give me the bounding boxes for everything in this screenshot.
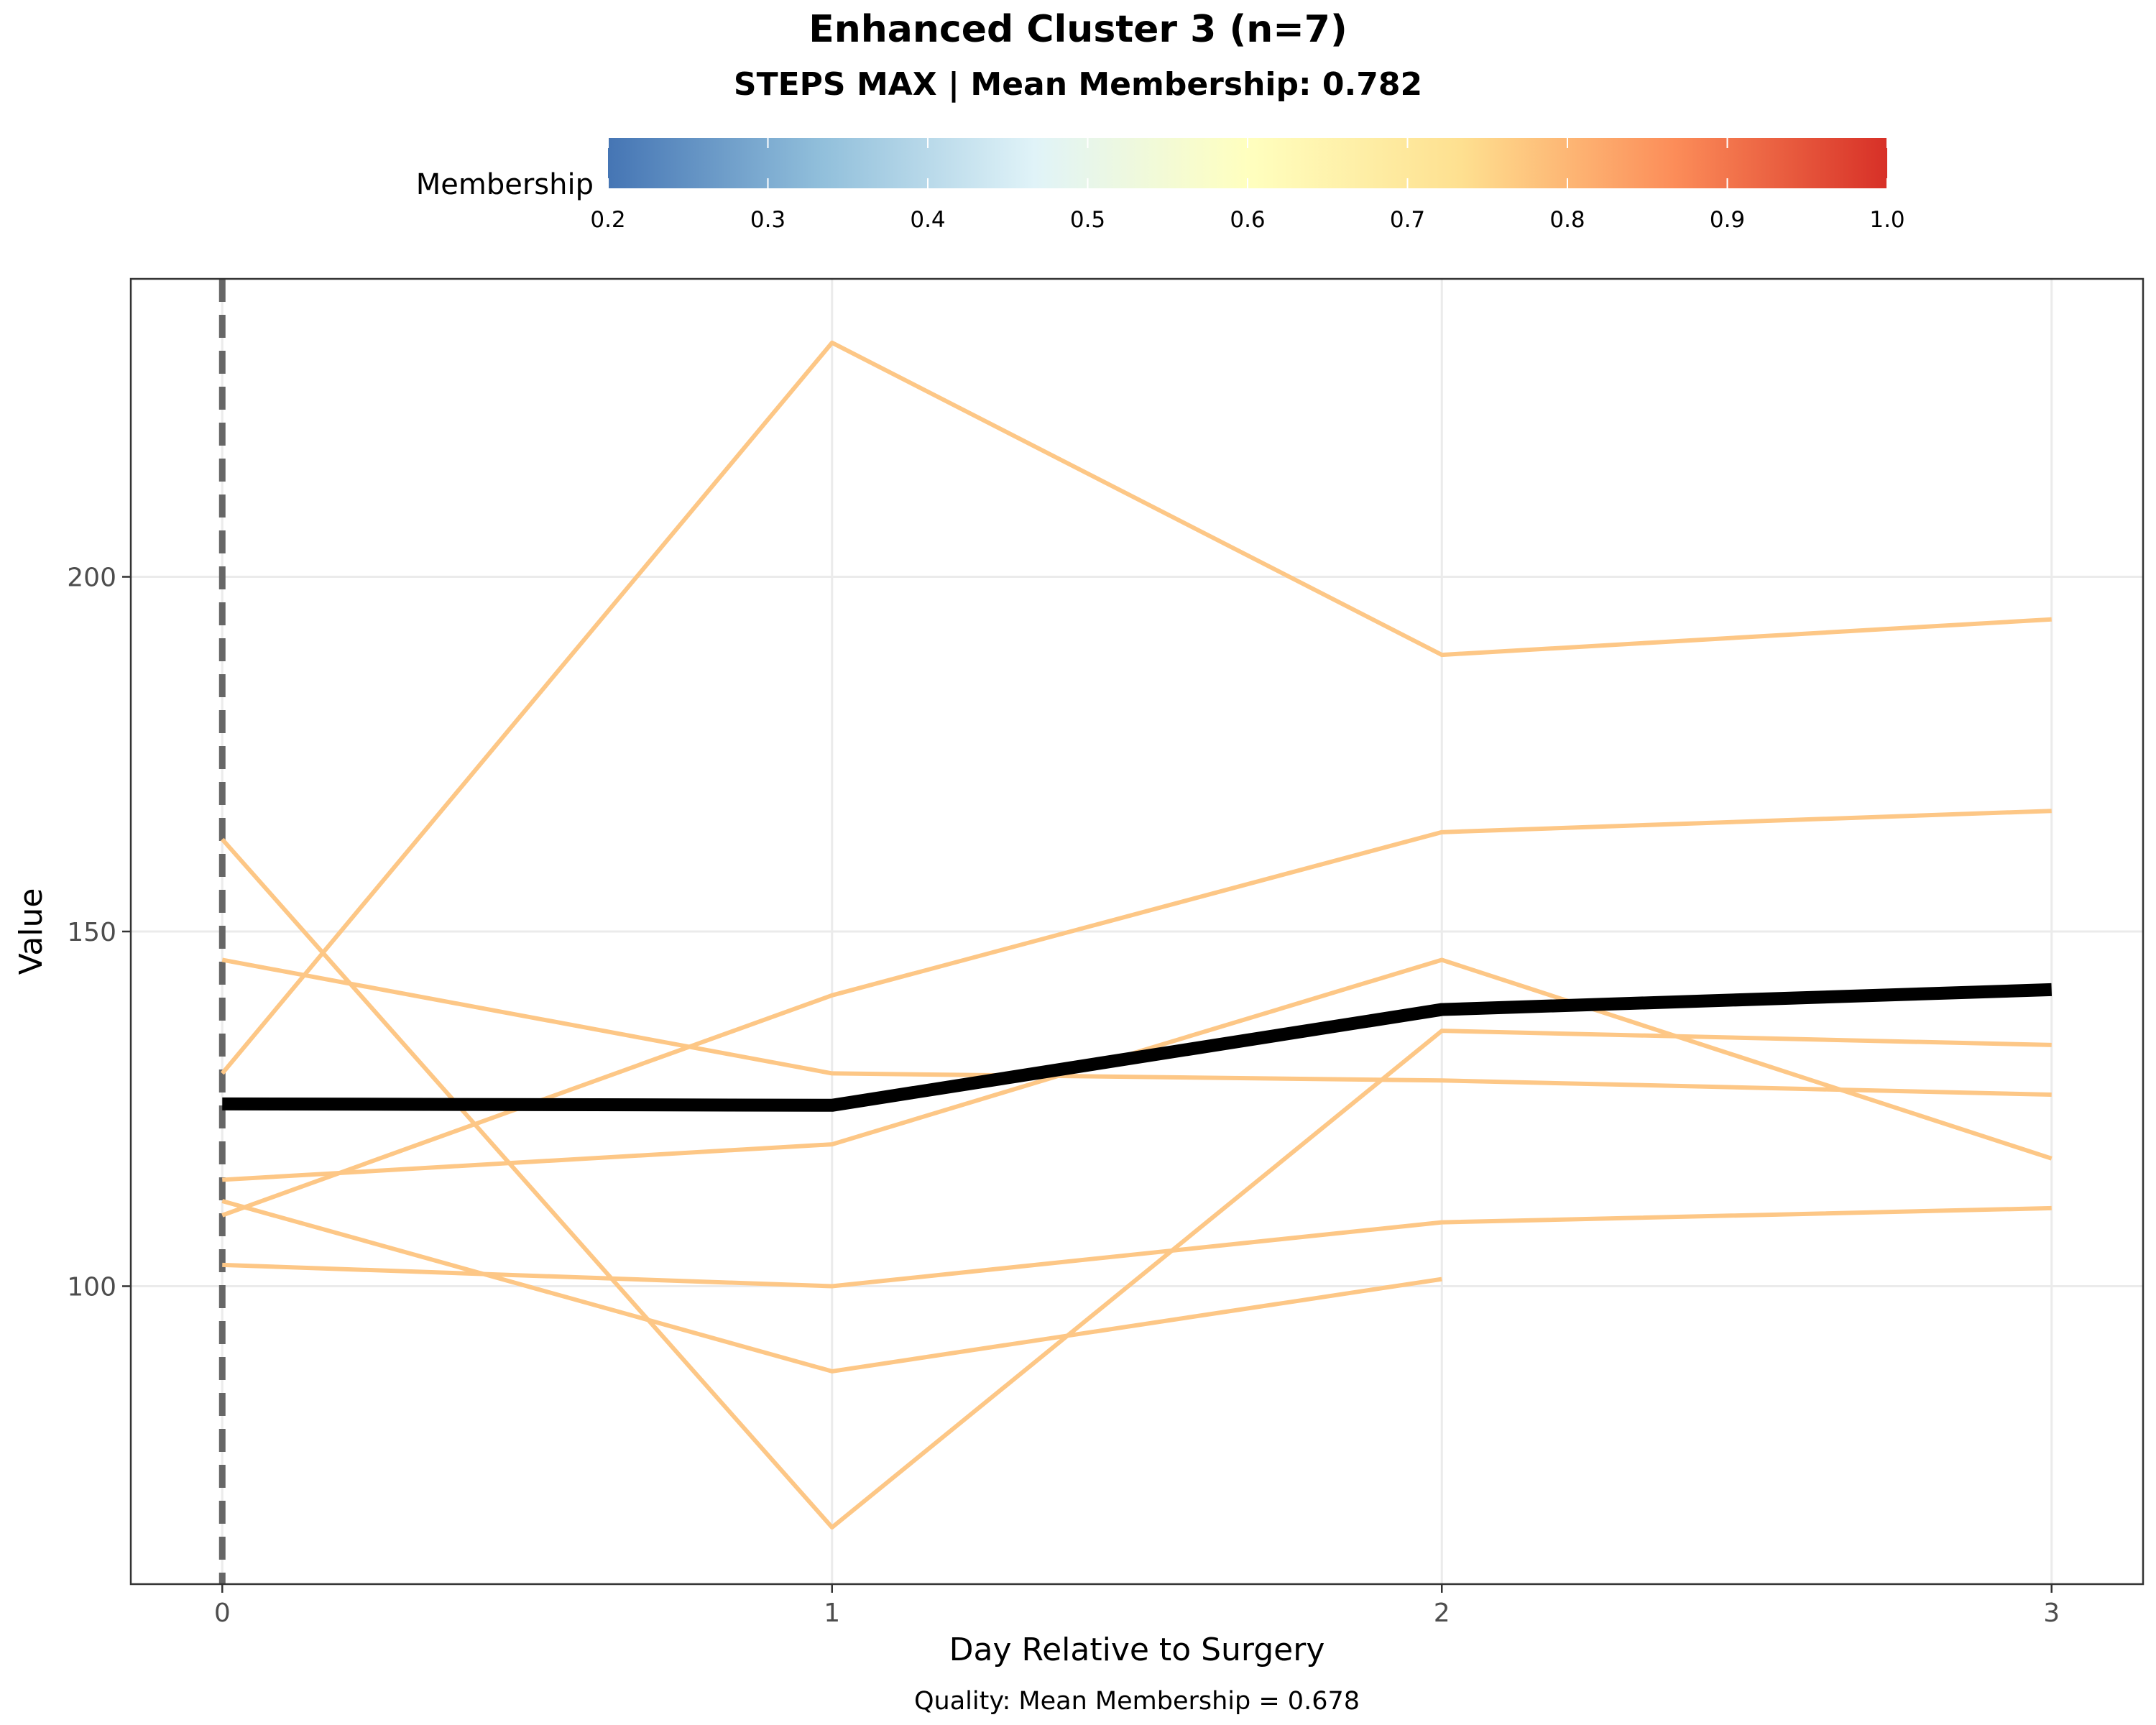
chart-subtitle: STEPS MAX | Mean Membership: 0.782 xyxy=(734,66,1422,103)
colorbar-tick-label: 0.2 xyxy=(590,207,625,233)
colorbar-tick-label: 0.3 xyxy=(750,207,786,233)
trajectory-line xyxy=(221,1199,1442,1374)
grid xyxy=(131,279,2143,1584)
colorbar-tick-label: 0.6 xyxy=(1230,207,1265,233)
colorbar-ticks: 0.2 0.3 0.4 0.5 0.6 0.7 0.8 0.9 1.0 xyxy=(590,138,1905,233)
colorbar-tick-label: 0.4 xyxy=(910,207,945,233)
y-tick-label: 150 xyxy=(67,918,116,947)
x-tick-label: 1 xyxy=(824,1598,840,1628)
x-tick-label: 3 xyxy=(2043,1598,2060,1628)
y-tick-label: 100 xyxy=(67,1272,116,1302)
y-axis-ticks: 100 150 200 xyxy=(67,564,131,1302)
colorbar-tick-label: 0.5 xyxy=(1070,207,1105,233)
x-axis-ticks: 0 1 2 3 xyxy=(214,1584,2060,1628)
mean-series-line xyxy=(222,983,2053,1112)
x-tick-label: 2 xyxy=(1434,1598,1450,1628)
trajectory-line xyxy=(220,340,2052,1075)
trajectory-line xyxy=(221,957,2052,1097)
trajectory-line xyxy=(222,1205,2052,1289)
colorbar-tick-label: 0.7 xyxy=(1390,207,1425,233)
colorbar: Membership 0.2 0.3 0.4 0.5 0.6 0.7 0.8 0.9 1.0 xyxy=(416,138,1905,233)
colorbar-label: Membership xyxy=(416,168,594,201)
colorbar-tick-label: 0.8 xyxy=(1549,207,1585,233)
trajectory-line xyxy=(221,837,2052,1530)
caption: Quality: Mean Membership = 0.678 xyxy=(914,1687,1360,1716)
y-tick-label: 200 xyxy=(67,564,116,593)
chart-title: Enhanced Cluster 3 (n=7) xyxy=(808,8,1348,51)
x-tick-label: 0 xyxy=(214,1598,231,1628)
x-axis-label: Day Relative to Surgery xyxy=(949,1632,1325,1668)
colorbar-tick-label: 1.0 xyxy=(1869,207,1904,233)
colorbar-tick-label: 0.9 xyxy=(1710,207,1745,233)
y-axis-label: Value xyxy=(13,888,50,975)
